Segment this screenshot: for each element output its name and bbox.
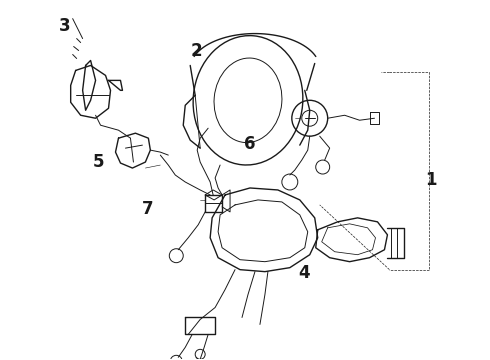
Text: 7: 7 (142, 200, 153, 218)
Text: 5: 5 (93, 153, 104, 171)
Text: 6: 6 (244, 135, 256, 153)
Text: 2: 2 (191, 42, 202, 60)
Text: 3: 3 (59, 17, 70, 35)
Text: 4: 4 (298, 264, 309, 282)
Text: 1: 1 (425, 171, 436, 189)
